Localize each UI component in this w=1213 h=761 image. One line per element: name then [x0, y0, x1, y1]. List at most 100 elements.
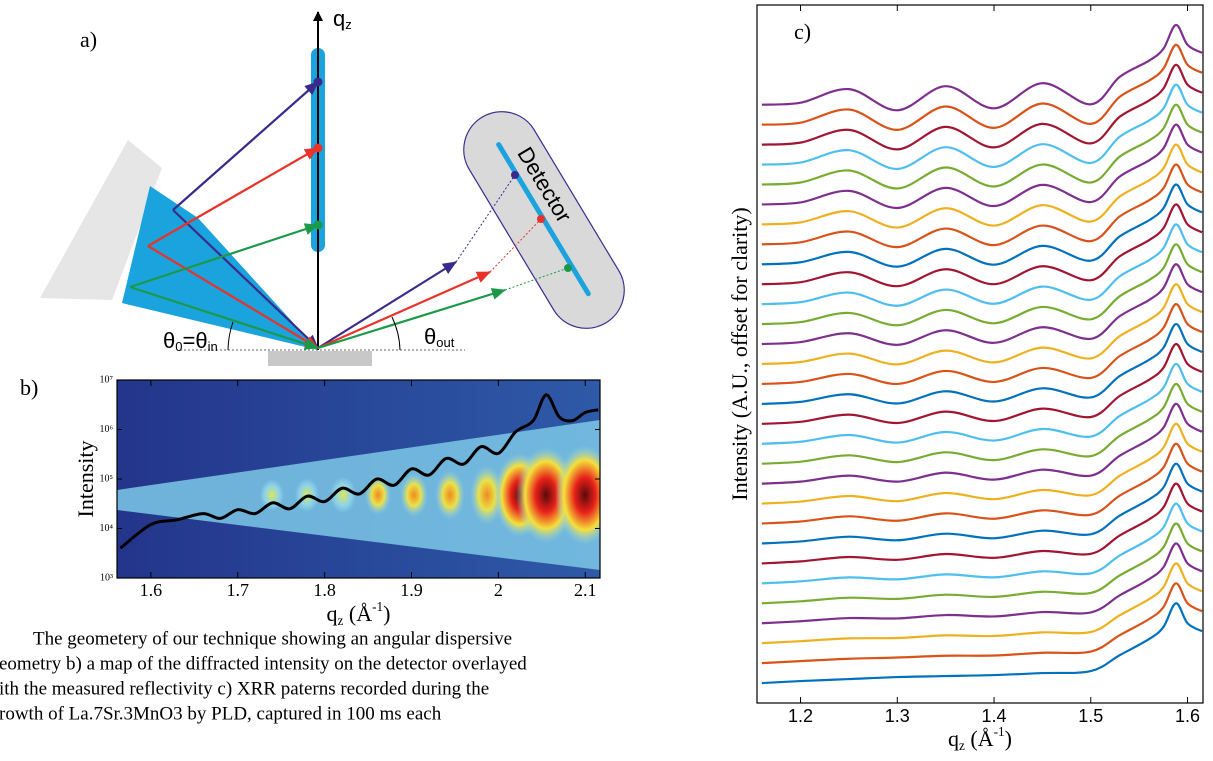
data-line [761, 303, 1203, 386]
spot [470, 465, 504, 525]
guide [504, 267, 569, 291]
data-line [761, 203, 1203, 288]
dot [313, 143, 323, 153]
data-line [119, 393, 599, 550]
dot [564, 264, 572, 272]
panel-label: c) [794, 19, 811, 44]
axis-label: qz [333, 6, 352, 33]
caption: The geometery of our technique showing a… [0, 628, 527, 724]
spot [435, 470, 465, 520]
angle-arc [227, 321, 234, 351]
t: in [208, 339, 218, 354]
data-line [761, 362, 1203, 445]
t: =θ [182, 328, 207, 353]
x-tick-label: 1.8 [313, 580, 336, 600]
ray [147, 147, 319, 247]
source [40, 140, 162, 300]
data-line [761, 582, 1203, 665]
data-line [761, 263, 1203, 346]
plot-lines [119, 393, 599, 550]
data-line [761, 482, 1203, 565]
y-tick-label: 10⁷ [100, 374, 114, 385]
x-tick-label: 1.3 [885, 706, 910, 726]
x-tick-label: 1.4 [982, 706, 1007, 726]
panel-c: 1.2 1.3 1.4 1.5 1.6 c) Intensity (A.U., offset… [727, 4, 1204, 753]
t: out [436, 335, 454, 350]
label-sup: -1 [994, 724, 1005, 739]
y-tick-label: 10⁴ [100, 523, 114, 534]
dot [313, 220, 323, 230]
theta-in: θ0=θin [163, 328, 218, 355]
data-line [761, 223, 1203, 307]
data-line [761, 462, 1203, 545]
spot [365, 475, 391, 515]
ray [172, 209, 319, 349]
label-main: q [948, 726, 959, 751]
plot-frame [756, 4, 1204, 704]
dot [537, 215, 545, 223]
caption-line: rowth of La.7Sr.3MnO3 by PLD, captured i… [0, 703, 442, 724]
beam-fan [122, 186, 318, 350]
data-line [761, 602, 1203, 685]
panel-b: 1.6 1.7 1.8 1.9 2 2.1 10³ 10⁴ 10⁵ 10⁶ 10⁷ b) Intensi… [20, 374, 601, 628]
caption-line: eometry b) a map of the diffracted inten… [0, 653, 527, 674]
data-line [761, 183, 1203, 268]
label-sub: z [959, 738, 965, 753]
panel-label: a) [80, 27, 97, 52]
data-line [761, 402, 1203, 485]
spot [330, 477, 356, 513]
label-unit: (Å [965, 726, 994, 751]
guide [455, 174, 516, 263]
heatmap [117, 380, 600, 578]
x-tick-label: 1.2 [788, 706, 813, 726]
data-line [761, 63, 1203, 151]
x-tick-label: 1.5 [1078, 706, 1103, 726]
ray [172, 81, 319, 211]
label-sub: z [345, 17, 352, 32]
data-line [761, 23, 1203, 112]
data-line [761, 562, 1203, 645]
panel-label: b) [20, 375, 38, 400]
guides [455, 174, 569, 291]
label-main: q [333, 6, 345, 31]
x-tick-label: 1.9 [400, 580, 423, 600]
x-tick-label: 1.6 [140, 580, 163, 600]
label-sub: z [338, 613, 344, 628]
t: 0 [175, 339, 182, 354]
y-tick-label: 10³ [100, 572, 113, 583]
data-line [761, 103, 1203, 190]
data-line [761, 163, 1203, 249]
ray [317, 261, 457, 349]
data-line [761, 283, 1203, 366]
x-tick-label: 1.7 [227, 580, 250, 600]
x-tick-label: 2 [494, 580, 503, 600]
data-line [761, 123, 1203, 210]
angle-arc [391, 316, 401, 351]
label-close: ) [383, 601, 390, 626]
ray [317, 288, 506, 350]
label-close: ) [1005, 726, 1012, 751]
data-line [761, 522, 1203, 605]
ray [129, 285, 319, 350]
caption-line: The geometery of our technique showing a… [33, 628, 512, 649]
plot-lines [761, 23, 1203, 685]
data-line [761, 542, 1203, 625]
ray [147, 245, 319, 349]
data-line [761, 43, 1203, 131]
ray [317, 270, 491, 350]
theta-out: θout [424, 324, 455, 351]
caption-line: ith the measured reflectivity c) XRR pat… [0, 678, 489, 699]
data-line [761, 322, 1203, 405]
t: θ [163, 328, 175, 353]
data-line [761, 143, 1203, 229]
spot [400, 473, 428, 517]
data-line [761, 382, 1203, 465]
geometry-diagram: a) qz Detector θ0=θin θout [40, 6, 625, 366]
x-tick-label: 1.6 [1175, 706, 1200, 726]
label-unit: (Å [343, 601, 372, 626]
axis-label: qz (Å-1) [948, 724, 1012, 753]
data-line [761, 342, 1203, 425]
data-line [761, 502, 1203, 585]
data-line [761, 422, 1203, 505]
